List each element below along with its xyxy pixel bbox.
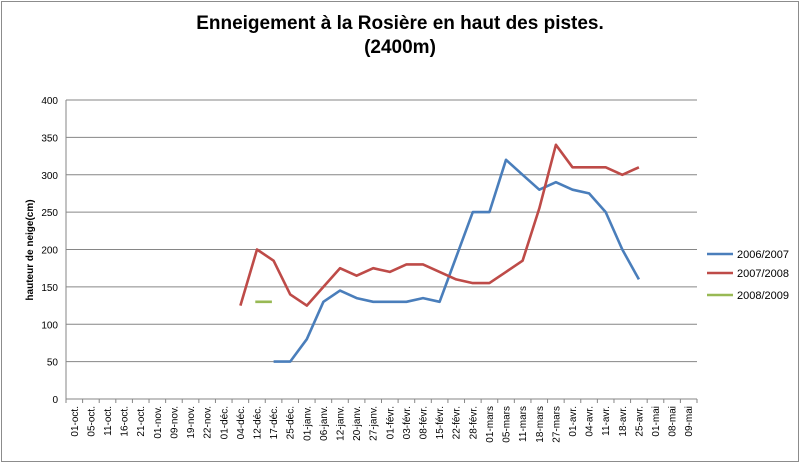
x-tick-label: 01-avr. <box>568 406 579 437</box>
legend-label: 2007/2008 <box>737 268 789 280</box>
x-tick-label: 15-févr. <box>435 406 446 439</box>
x-tick-label: 27-janv. <box>369 406 380 441</box>
x-tick-label: 22-févr. <box>452 406 463 439</box>
x-tick-label: 21-oct. <box>136 406 147 437</box>
chart-title: Enneigement à la Rosière en haut des pis… <box>0 12 800 60</box>
x-tick-label: 12-déc. <box>252 406 263 439</box>
x-tick-label: 01-mai <box>651 406 662 437</box>
x-tick-label: 09-mai <box>684 406 695 437</box>
x-tick-label: 04-déc. <box>236 406 247 439</box>
x-tick-label: 08-févr. <box>419 406 430 439</box>
x-tick-label: 20-janv. <box>352 406 363 441</box>
x-tick-label: 25-déc. <box>286 406 297 439</box>
series-line-0 <box>273 158 641 363</box>
x-tick-label: 22-nov. <box>203 406 214 439</box>
x-tick-label: 19-nov. <box>186 406 197 439</box>
x-tick-label: 18-avr. <box>618 406 629 437</box>
x-tick-label: 03-févr. <box>402 406 413 439</box>
x-tick-label: 11-oct. <box>103 406 114 436</box>
x-tick-label: 18-mars <box>535 406 546 443</box>
x-tick-label: 01-oct. <box>70 406 81 437</box>
x-tick-label: 09-nov. <box>169 406 180 439</box>
x-tick-label: 01-janv. <box>302 406 313 441</box>
x-tick-label: 01-déc. <box>219 406 230 439</box>
y-tick-label: 200 <box>41 246 58 257</box>
y-tick-label: 50 <box>47 358 59 369</box>
x-tick-label: 05-oct. <box>86 406 97 437</box>
legend-label: 2008/2009 <box>737 290 789 302</box>
x-tick-label: 17-déc. <box>269 406 280 439</box>
x-tick-label: 01-mars <box>485 406 496 443</box>
x-tick-label: 11-avr. <box>601 406 612 436</box>
y-tick-label: 400 <box>41 96 58 107</box>
series-line-1 <box>239 143 640 307</box>
legend: 2006/2007 2007/2008 2008/2009 <box>707 249 789 302</box>
x-tick-label: 25-avr. <box>634 406 645 437</box>
legend-label: 2006/2007 <box>737 249 789 261</box>
x-tick-label: 04-avr. <box>585 406 596 437</box>
x-tick-label: 06-janv. <box>319 406 330 441</box>
x-tick-label: 27-mars <box>551 406 562 443</box>
y-tick-label: 150 <box>41 283 58 294</box>
x-tick-label: 08-mai <box>668 406 679 437</box>
x-tick-label: 11-mars <box>518 406 529 442</box>
x-tick-label: 01-févr. <box>385 406 396 439</box>
chart-title-line2: (2400m) <box>364 37 436 58</box>
x-tick-label: 16-oct. <box>120 406 131 437</box>
y-tick-label: 350 <box>41 133 58 144</box>
y-tick-label: 250 <box>41 208 58 219</box>
y-tick-label: 0 <box>52 395 58 406</box>
y-axis-label: hauteur de neige(cm) <box>25 199 36 300</box>
y-tick-labels: 0 50 100 150 200 250 300 350 400 <box>41 96 58 406</box>
x-tick-label: 28-févr. <box>468 406 479 439</box>
x-tick-label: 01-nov. <box>153 406 164 439</box>
y-tick-label: 300 <box>41 171 58 182</box>
x-tick-label: 12-janv. <box>335 406 346 441</box>
chart-title-line1: Enneigement à la Rosière en haut des pis… <box>196 13 604 34</box>
gridlines <box>66 99 697 363</box>
series-lines <box>239 143 641 363</box>
x-tick-label: 05-mars <box>502 406 513 443</box>
y-tick-label: 100 <box>41 320 58 331</box>
x-tick-labels: 01-oct. 05-oct. 11-oct. 16-oct. 21-oct. 01-no… <box>70 406 695 443</box>
axes <box>65 100 698 403</box>
